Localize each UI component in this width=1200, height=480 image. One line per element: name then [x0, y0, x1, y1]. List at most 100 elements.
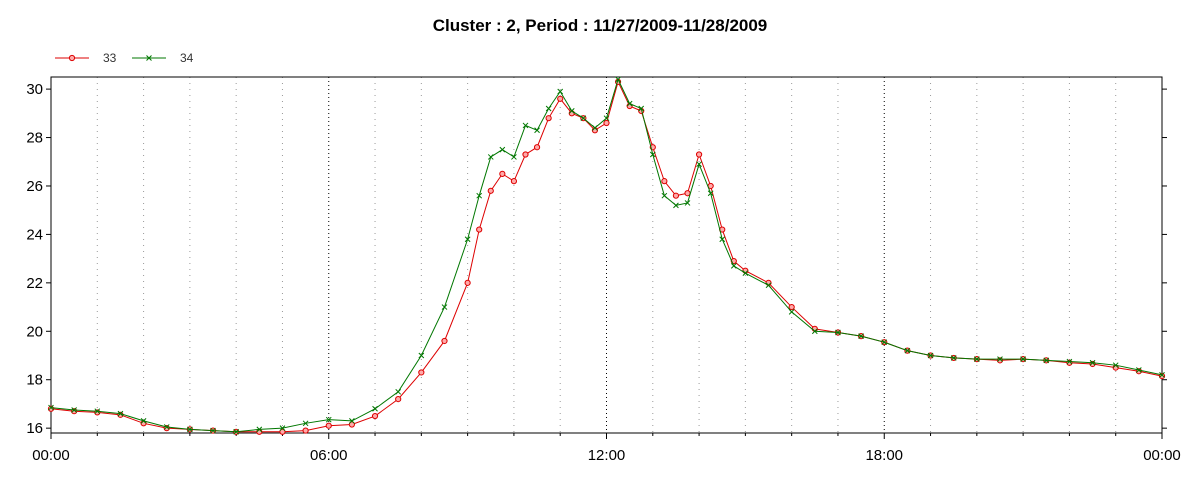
data-point-34 [719, 236, 726, 243]
data-point-34 [615, 76, 621, 83]
data-point-33 [684, 190, 691, 197]
data-point-34 [279, 425, 286, 432]
data-point-34 [395, 388, 402, 395]
data-point-34 [1112, 362, 1119, 369]
data-point-34 [742, 270, 749, 277]
data-point-34 [626, 100, 633, 107]
y-tick-label: 24 [26, 226, 43, 243]
data-point-33 [603, 119, 610, 127]
grid-lines [96, 77, 1117, 433]
data-point-33 [441, 337, 448, 345]
chart-title: Cluster : 2, Period : 11/27/2009-11/28/2… [433, 16, 768, 35]
data-point-34 [1043, 357, 1050, 364]
legend-marker [146, 55, 152, 61]
data-point-34 [927, 352, 934, 359]
y-tick-label: 26 [26, 178, 43, 195]
data-point-33 [395, 395, 402, 403]
series-line-34 [50, 78, 1163, 433]
data-point-34 [48, 404, 54, 411]
legend-marker [68, 54, 76, 62]
data-point-34 [580, 115, 587, 122]
data-point-34 [1066, 358, 1073, 365]
x-tick-label: 06:00 [310, 447, 348, 464]
y-tick-label: 20 [26, 323, 43, 340]
data-point-34 [94, 408, 101, 415]
data-point-34 [858, 333, 864, 339]
x-tick-label: 00:00 [32, 447, 70, 464]
legend: 33 34 [55, 51, 194, 65]
data-point-34 [499, 146, 506, 153]
data-point-34 [881, 339, 888, 346]
data-point-34 [534, 127, 540, 134]
data-point-34 [638, 105, 645, 112]
data-point-34 [904, 347, 911, 354]
data-point-34 [256, 426, 263, 433]
data-point-33 [510, 178, 518, 185]
data-point-34 [233, 428, 240, 435]
data-point-34 [661, 192, 668, 199]
legend-item-34: 34 [132, 51, 194, 65]
x-tick-label: 00:00 [1143, 447, 1181, 464]
series-line-33 [50, 80, 1163, 433]
y-tick-label: 22 [26, 275, 43, 292]
series-34 [48, 76, 1165, 435]
data-point-33 [476, 226, 483, 233]
data-point-33 [557, 95, 564, 102]
y-tick-label: 28 [26, 130, 43, 147]
data-point-33 [302, 427, 309, 434]
data-point-33 [487, 187, 494, 194]
data-point-34 [835, 329, 841, 336]
data-point-34 [545, 105, 552, 112]
data-point-34 [1135, 367, 1142, 373]
data-point-34 [1020, 356, 1026, 362]
data-point-34 [811, 328, 818, 335]
data-point-34 [765, 282, 772, 289]
axes: 16 18 20 22 24 26 28 30 00:00 06:00 12:00 18:00 00:0… [26, 81, 1180, 464]
x-tick-label: 12:00 [588, 447, 626, 464]
data-point-34 [788, 309, 795, 315]
data-point-33 [325, 422, 332, 429]
data-point-34 [325, 416, 332, 423]
data-point-33 [661, 178, 668, 185]
data-point-34 [696, 161, 702, 168]
data-point-34 [649, 151, 656, 158]
legend-label: 34 [180, 51, 194, 65]
data-point-33 [371, 412, 379, 420]
data-point-33 [522, 151, 529, 158]
data-point-33 [418, 369, 425, 376]
data-point-33 [545, 115, 552, 122]
data-point-34 [730, 263, 737, 269]
data-point-34 [592, 125, 598, 131]
legend-item-33: 33 [55, 51, 117, 65]
x-tick-label: 18:00 [865, 447, 903, 464]
data-point-34 [997, 356, 1003, 362]
data-point-34 [487, 154, 494, 160]
data-point-34 [673, 202, 679, 209]
data-point-34 [511, 154, 517, 160]
y-tick-label: 16 [26, 420, 43, 437]
data-point-34 [418, 352, 425, 359]
data-point-34 [603, 115, 610, 122]
data-point-33 [533, 144, 541, 151]
data-point-34 [187, 426, 193, 433]
data-point-33 [464, 279, 471, 286]
data-point-34 [163, 424, 170, 430]
data-point-34 [372, 405, 378, 412]
data-point-34 [973, 356, 980, 362]
data-point-33 [279, 428, 286, 435]
data-point-34 [210, 427, 216, 434]
data-point-34 [557, 88, 564, 95]
data-point-34 [476, 192, 483, 199]
data-point-34 [464, 236, 471, 243]
data-point-33 [695, 151, 703, 158]
data-point-34 [140, 418, 147, 424]
data-point-34 [1089, 359, 1096, 366]
data-point-34 [71, 407, 77, 413]
data-point-34 [349, 418, 355, 424]
data-point-33 [788, 303, 795, 311]
data-point-34 [302, 420, 309, 427]
data-point-34 [1159, 372, 1165, 378]
data-point-33 [499, 170, 506, 177]
